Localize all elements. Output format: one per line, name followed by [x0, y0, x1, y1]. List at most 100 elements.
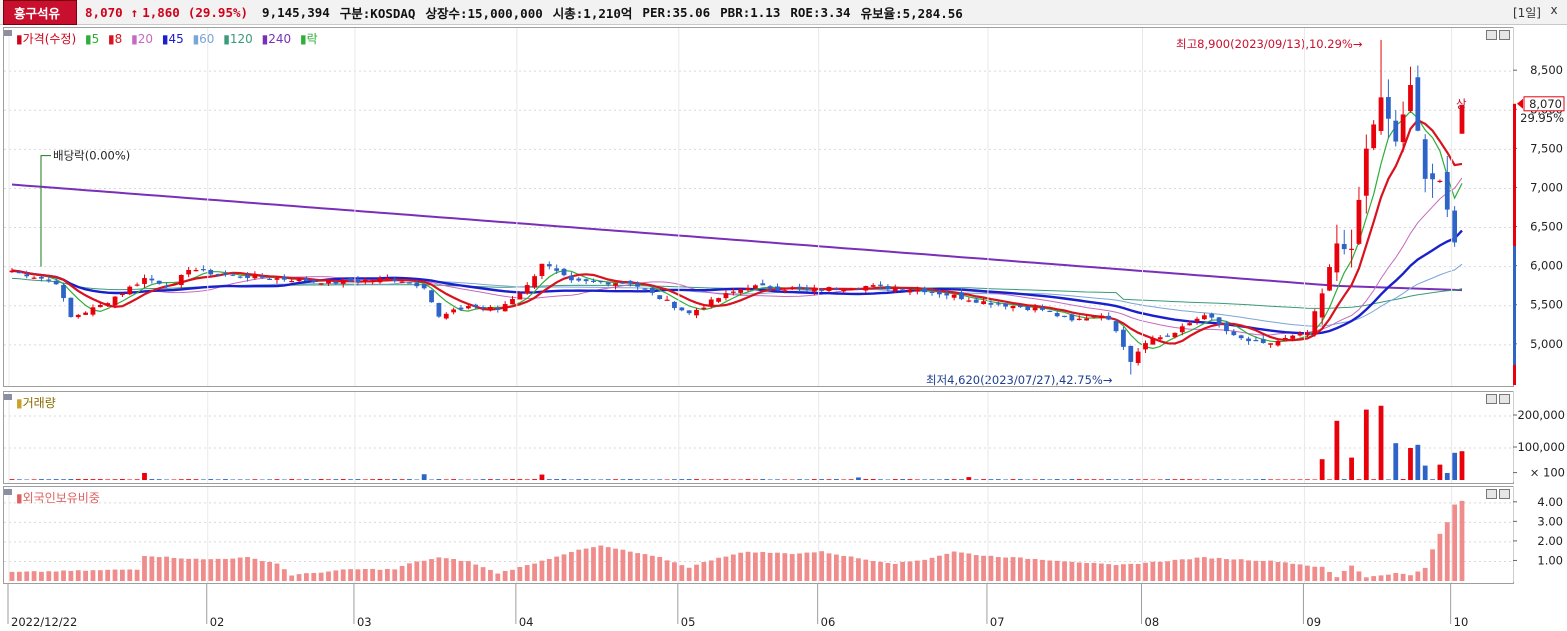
- volume-bar: [245, 479, 250, 480]
- legend-ma60[interactable]: ▮60: [193, 32, 215, 46]
- period-selector[interactable]: [1일]: [1513, 4, 1541, 21]
- foreign-bar: [591, 547, 596, 581]
- foreign-bar: [216, 559, 221, 581]
- foreign-bar: [981, 556, 986, 581]
- pane-menu-icon[interactable]: [4, 394, 12, 400]
- legend-ma120[interactable]: ▮120: [223, 32, 253, 46]
- volume-bar: [98, 479, 103, 480]
- foreign-bar: [297, 574, 302, 581]
- x-tick-label: 05: [681, 615, 696, 629]
- close-icon[interactable]: x: [1547, 4, 1561, 18]
- volume-chart-pane[interactable]: ▮거래량: [3, 391, 1514, 484]
- foreign-bar: [1320, 567, 1325, 581]
- legend-foreign[interactable]: ▮외국인보유비중: [16, 491, 100, 505]
- pane-menu-icon[interactable]: [4, 30, 12, 36]
- legend-ma5[interactable]: ▮5: [85, 32, 99, 46]
- pane-minimize-icon[interactable]: [1486, 489, 1497, 499]
- candle-body: [1423, 139, 1428, 179]
- candle-body: [981, 301, 986, 304]
- candle-body: [429, 290, 434, 302]
- legend-volume[interactable]: ▮거래량: [16, 396, 56, 410]
- foreign-bar: [142, 556, 147, 581]
- volume-bar: [194, 479, 199, 480]
- dividend-marker: [41, 156, 51, 267]
- foreign-ownership-pane[interactable]: ▮외국인보유비중: [3, 486, 1514, 584]
- foreign-bar: [893, 564, 898, 581]
- foreign-bar: [385, 569, 390, 581]
- foreign-bar: [1165, 561, 1170, 581]
- volume-bar: [1334, 421, 1339, 480]
- foreign-bar: [407, 563, 412, 581]
- candle-body: [39, 277, 44, 279]
- foreign-bar: [1136, 564, 1141, 581]
- volume-bar: [1246, 479, 1251, 480]
- foreign-bar: [201, 559, 206, 581]
- foreign-bar: [724, 557, 729, 581]
- volume-chart-canvas[interactable]: [4, 392, 1513, 483]
- candle-body: [46, 280, 51, 281]
- volume-bar: [576, 479, 581, 480]
- foreign-bar: [753, 553, 758, 581]
- volume-bar: [10, 479, 15, 480]
- candle-body: [540, 264, 545, 276]
- candle-body: [127, 287, 132, 295]
- foreign-bar: [1290, 564, 1295, 581]
- candle-body: [1195, 319, 1200, 322]
- pane-close-icon[interactable]: [1499, 30, 1510, 40]
- volume-bar: [319, 479, 324, 480]
- foreign-bar: [849, 556, 854, 581]
- foreign-bar: [525, 565, 530, 581]
- volume-bar: [1445, 473, 1450, 480]
- candle-body: [937, 291, 942, 294]
- current-price: 8,070: [85, 5, 123, 20]
- volume-bar: [495, 479, 500, 480]
- volume-bar: [54, 479, 59, 480]
- volume-bar: [805, 479, 810, 480]
- foreign-bar: [878, 562, 883, 581]
- candle-body: [245, 275, 250, 278]
- volume-bar: [981, 479, 986, 480]
- foreign-bar: [1084, 563, 1089, 581]
- volume-bar: [1268, 479, 1273, 480]
- legend-ma45[interactable]: ▮45: [162, 32, 184, 46]
- foreign-bar: [422, 561, 427, 581]
- candle-body: [643, 289, 648, 290]
- pane-minimize-icon[interactable]: [1486, 30, 1497, 40]
- foreign-bar: [952, 552, 957, 581]
- volume-bar: [1121, 479, 1126, 480]
- foreign-bar: [1401, 574, 1406, 581]
- candle-body: [871, 285, 876, 287]
- legend-price[interactable]: ▮가격(수정): [16, 32, 76, 46]
- volume-bar: [179, 479, 184, 480]
- pane-minimize-icon[interactable]: [1486, 394, 1497, 404]
- price-chart-pane[interactable]: ▮가격(수정) ▮5 ▮8 ▮20 ▮45 ▮60 ▮120 ▮240 ▮락 배…: [3, 27, 1514, 387]
- legend-ma20[interactable]: ▮20: [131, 32, 153, 46]
- price-chart-canvas[interactable]: 배당락(0.00%)최고8,900(2023/09/13),10.29%→최저4…: [4, 28, 1513, 386]
- volume-bar: [989, 479, 994, 480]
- candle-body: [716, 298, 721, 302]
- candle-body: [1334, 243, 1339, 272]
- stock-name-box[interactable]: 흥구석유: [3, 0, 77, 25]
- foreign-bar: [554, 557, 559, 581]
- y-tick-label: 6,000: [1530, 259, 1563, 273]
- candle-body: [1011, 306, 1016, 308]
- candle-body: [893, 288, 898, 291]
- candle-body: [621, 283, 626, 284]
- pane-close-icon[interactable]: [1499, 394, 1510, 404]
- foreign-bar: [253, 559, 258, 581]
- ma8-line: [12, 120, 1462, 343]
- candle-body: [650, 288, 655, 293]
- candle-body: [495, 308, 500, 310]
- foreign-bar: [260, 561, 265, 581]
- pane-menu-icon[interactable]: [4, 489, 12, 495]
- candle-body: [1261, 339, 1266, 343]
- foreign-chart-canvas[interactable]: [4, 487, 1513, 583]
- foreign-bar: [532, 564, 537, 581]
- legend-ma8[interactable]: ▮8: [108, 32, 122, 46]
- legend-rak[interactable]: ▮락: [300, 32, 318, 46]
- legend-ma240[interactable]: ▮240: [262, 32, 292, 46]
- pane-close-icon[interactable]: [1499, 489, 1510, 499]
- candle-body: [230, 275, 235, 276]
- volume-bar: [827, 479, 832, 480]
